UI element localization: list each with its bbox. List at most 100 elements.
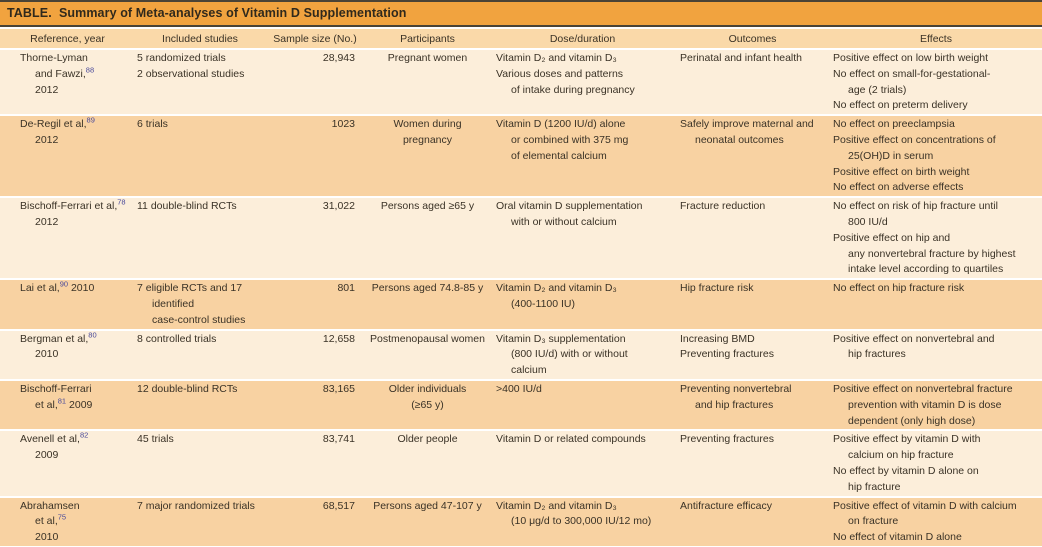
cell-dose-duration: Vitamin D₂ and vitamin D₃ (400-1100 IU) [490,281,675,328]
cell-included-studies: 6 trials [135,117,265,196]
cell-line: Positive effect on nonvertebral fracture [833,382,1013,395]
cell-participants: Older individuals (≥65 y) [365,382,490,429]
cell-line: Safely improve maternal and [680,118,814,131]
column-header-5: Dose/duration [549,32,616,45]
cell-effects: Positive effect on low birth weight No ef… [830,51,1042,114]
cell-line: (800 IU/d) with or without [511,348,628,361]
cell-line: pregnancy [402,133,453,146]
cell-line: Perinatal and infant health [680,52,803,64]
cell-line: No effect on preeclampsia [833,118,955,131]
cell-line: 7 eligible RCTs and 17 [137,282,243,295]
reference-superscript: 89 [86,115,95,125]
cell-effects: Positive effect by vitamin D with calcium… [830,432,1042,495]
cell-included-studies: 7 eligible RCTs and 17 identified case-con… [135,281,265,328]
cell-line: 83,741 [322,433,355,446]
cell-included-studies: 12 double-blind RCTs [135,382,265,429]
column-header-2: Included studies [162,32,238,45]
table-header-row: Reference, year Included studies Sample si… [0,29,1042,48]
cell-line: Positive effect on hip and [833,231,951,244]
cell-dose-duration: Vitamin D₂ and vitamin D₃ Various doses a… [490,51,675,114]
cell-line: 7 major randomized trials [137,499,255,512]
cell-line: Postmenopausal women [370,332,485,345]
cell-line: 800 IU/d [848,215,888,228]
cell-reference-year: Abrahamsen et al,75 2010 [0,499,135,546]
cell-included-studies: 11 double-blind RCTs [135,199,265,278]
cell-line: Abrahamsen [20,499,80,512]
cell-outcomes: Preventing nonvertebral and hip fractures [675,382,830,429]
cell-line: Vitamin D₃ supplementation [496,332,626,345]
cell-effects: Positive effect of vitamin D with calciu… [830,499,1042,546]
column-header-3: Sample size (No.) [273,32,357,45]
cell-outcomes: Perinatal and infant health [675,51,830,114]
cell-effects: Positive effect on nonvertebral and hip f… [830,332,1042,379]
cell-reference-year: Avenell et al,82 2009 [0,432,135,495]
cell-line: hip fracture [848,480,901,493]
cell-line: Positive effect on low birth weight [833,52,989,64]
cell-line: Vitamin D or related compounds [496,433,646,446]
reference-superscript: 78 [117,197,126,207]
cell-sample-size: 31,022 [265,199,365,278]
cell-line: calcium [511,364,547,377]
cell-outcomes: Preventing fractures [675,432,830,495]
cell-line: dependent (only high dose) [848,414,976,427]
cell-included-studies: 8 controlled trials [135,332,265,379]
cell-line: Preventing nonvertebral [680,382,792,395]
cell-line: De-Regil et al,89 [20,115,95,131]
cell-dose-duration: Oral vitamin D supplementation with or wi… [490,199,675,278]
cell-line: any nonvertebral fracture by highest [848,247,1016,260]
table-row: Abrahamsen et al,75 2010 7 major randomized… [0,495,1042,546]
cell-line: or combined with 375 mg [511,133,629,146]
cell-outcomes: Increasing BMD Preventing fractures [675,332,830,379]
cell-participants: Persons aged 74.8-85 y [365,281,490,328]
cell-line: (10 μg/d to 300,000 IU/12 mo) [511,515,652,528]
cell-line: No effect on small-for-gestational- [833,67,991,80]
cell-dose-duration: Vitamin D or related compounds [490,432,675,495]
cell-outcomes: Safely improve maternal and neonatal outc… [675,117,830,196]
cell-included-studies: 5 randomized trials 2 observational studi… [135,51,265,114]
table-title-bar: TABLE. Summary of Meta-analyses of Vitam… [0,0,1042,27]
cell-sample-size: 801 [265,281,365,328]
cell-line: Older individuals [388,382,467,395]
cell-reference-year: Thorne-Lyman and Fawzi,88 2012 [0,51,135,114]
table-row: Thorne-Lyman and Fawzi,88 2012 5 randomized… [0,48,1042,115]
cell-reference-year: Bischoff-Ferrari et al,81 2009 [0,382,135,429]
cell-line: Bischoff-Ferrari [20,382,92,395]
cell-line: Preventing fractures [680,433,774,446]
cell-line: Pregnant women [387,52,468,64]
cell-reference-year: Bischoff-Ferrari et al,78 2012 [0,197,135,278]
cell-line: 25(OH)D in serum [848,149,934,162]
cell-line: Persons aged ≥65 y [380,200,475,213]
cell-line: Thorne-Lyman [20,52,88,64]
reference-superscript: 90 [59,279,69,289]
cell-line: Vitamin D₂ and vitamin D₃ [496,282,617,295]
cell-dose-duration: >400 IU/d [490,382,675,429]
cell-line: 6 trials [137,118,168,131]
cell-outcomes: Hip fracture risk [675,281,830,328]
reference-superscript: 82 [79,430,89,440]
cell-line: Bischoff-Ferrari et al,78 [20,197,126,213]
cell-outcomes: Antifracture efficacy [675,499,830,546]
cell-line: No effect on preterm delivery [833,99,968,112]
cell-line: 801 [337,282,355,295]
cell-line: Oral vitamin D supplementation [496,200,643,213]
cell-effects: Positive effect on nonvertebral fracture… [830,382,1042,429]
cell-included-studies: 7 major randomized trials [135,499,265,546]
cell-participants: Persons aged 47-107 y [365,499,490,546]
cell-line: Increasing BMD [680,332,755,345]
cell-line: prevention with vitamin D is dose [848,398,1002,411]
cell-sample-size: 28,943 [265,51,365,114]
cell-sample-size: 12,658 [265,332,365,379]
cell-line: on fracture [848,515,899,528]
cell-line: Persons aged 47-107 y [373,499,482,512]
cell-reference-year: Bergman et al,80 2010 [0,331,135,379]
cell-effects: No effect on hip fracture risk [830,281,1042,328]
column-header-7: Effects [920,32,952,45]
cell-line: Older people [397,433,458,446]
table-row: Lai et al,90 2010 7 eligible RCTs and 17 i… [0,278,1042,329]
cell-line: Positive effect on birth weight [833,165,970,178]
cell-participants: Women during pregnancy [365,117,490,196]
cell-line: et al,75 [35,512,67,528]
cell-line: Positive effect by vitamin D with [833,433,981,446]
cell-sample-size: 1023 [265,117,365,196]
cell-line: calcium on hip fracture [848,449,954,462]
